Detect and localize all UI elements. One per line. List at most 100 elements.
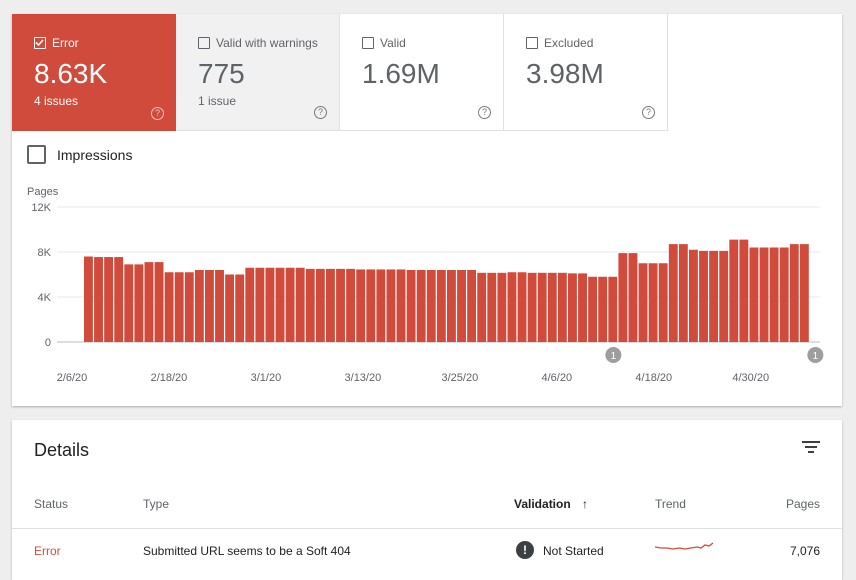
x-tick-label: 4/30/20 [732, 372, 769, 384]
chart-bar [668, 244, 678, 342]
tile-valid[interactable]: Valid 1.69M ? [340, 14, 504, 131]
details-card: Details Status Type Validation ↑ Trend P… [12, 420, 842, 580]
chart-bar [154, 262, 164, 342]
tile-valid-checkbox[interactable] [362, 37, 374, 49]
chart-bar [315, 268, 325, 342]
y-tick-label: 4K [38, 292, 52, 304]
chart-bar [215, 270, 224, 342]
status-summary-card: Error 8.63K 4 issues ? Valid with warnin… [12, 14, 842, 406]
impressions-checkbox[interactable] [27, 145, 46, 164]
chart-bar [467, 270, 477, 342]
chart-bar [255, 267, 265, 342]
tile-warnings-checkbox[interactable] [198, 37, 210, 49]
chart-bar [94, 257, 103, 342]
tile-valid-with-warnings[interactable]: Valid with warnings 775 1 issue ? [176, 14, 340, 131]
chart-bar [184, 272, 194, 342]
chart-bar [477, 272, 487, 342]
chart-bar [346, 268, 356, 342]
tile-valid-value: 1.69M [362, 58, 440, 89]
column-header-validation[interactable]: Validation ↑ [514, 497, 588, 511]
column-header-status[interactable]: Status [34, 497, 69, 511]
annotation-label: 1 [813, 351, 819, 362]
chart-bar [396, 269, 406, 342]
chart-bar [628, 253, 638, 342]
tile-warnings-label: Valid with warnings [216, 36, 318, 50]
column-header-pages[interactable]: Pages [785, 497, 820, 511]
tile-error[interactable]: Error 8.63K 4 issues ? [12, 14, 176, 131]
chart-bar [124, 264, 134, 342]
row-pages: 7,076 [789, 544, 820, 558]
chart-bar [144, 262, 154, 342]
chart-bar [537, 272, 547, 342]
chart-bar [618, 253, 628, 342]
sort-arrow-icon: ↑ [582, 497, 589, 511]
chart-bar [275, 267, 285, 342]
x-tick-label: 3/25/20 [441, 372, 478, 384]
impressions-toggle[interactable]: Impressions [27, 145, 132, 164]
alert-icon: ! [516, 541, 534, 559]
help-icon[interactable]: ? [642, 106, 655, 119]
chart-bar [527, 272, 537, 342]
y-tick-label: 8K [38, 247, 52, 259]
help-icon[interactable]: ? [478, 106, 491, 119]
column-header-trend[interactable]: Trend [655, 497, 686, 511]
x-tick-label: 3/1/20 [251, 372, 282, 384]
chart-bar [557, 272, 567, 342]
header-divider [12, 528, 842, 529]
pages-bar-chart: Pages 0 4K 8K 12K 2/6/20 2/18/20 3/1/20 3/13/20 3… [27, 186, 824, 384]
chart-bar [789, 244, 799, 342]
row-status: Error [34, 544, 61, 558]
chart-bar [608, 276, 618, 342]
annotation-label: 1 [611, 351, 617, 362]
x-tick-label: 4/18/20 [635, 372, 672, 384]
chart-bar [205, 270, 214, 342]
chart-bar [739, 239, 749, 342]
x-tick-label: 4/6/20 [542, 372, 573, 384]
chart-bar [285, 267, 295, 342]
tile-excluded[interactable]: Excluded 3.98M ? [504, 14, 668, 131]
chart-bar [114, 257, 124, 342]
chart-bar [648, 263, 658, 342]
annotation-marker [605, 347, 622, 363]
chart-bar [386, 269, 396, 342]
chart-bar [235, 274, 245, 342]
chart-bar [678, 244, 688, 342]
trend-sparkline [655, 542, 714, 550]
tile-error-checkbox[interactable] [34, 37, 46, 49]
chart-bar [759, 247, 769, 342]
chart-bar [699, 250, 708, 342]
chart-bar [366, 269, 376, 342]
chart-bar [487, 272, 497, 342]
column-header-validation-label: Validation [514, 497, 571, 511]
chart-bar [245, 267, 255, 342]
chart-bar [336, 268, 345, 342]
details-title: Details [34, 440, 90, 460]
filter-icon[interactable] [802, 440, 820, 454]
chart-bar [436, 270, 446, 342]
chart-bar [517, 272, 527, 342]
annotation-marker [807, 347, 824, 363]
chart-bar [305, 268, 315, 342]
tile-error-label: Error [52, 36, 79, 50]
tile-excluded-label: Excluded [544, 36, 594, 50]
table-row[interactable]: Error Submitted URL seems to be a Soft 4… [12, 529, 842, 573]
chart-bar [799, 244, 809, 342]
chart-bar [598, 276, 608, 342]
chart-bar [457, 270, 466, 342]
chart-bar [547, 272, 557, 342]
row-type: Submitted URL seems to be a Soft 404 [143, 544, 351, 558]
help-icon[interactable]: ? [314, 106, 327, 119]
chart-bar [406, 270, 416, 342]
chart-bar [769, 247, 779, 342]
tile-warnings-sub: 1 issue [198, 94, 237, 108]
chart-bar [174, 272, 184, 342]
y-tick-label: 12K [31, 202, 51, 214]
y-axis-label: Pages [27, 186, 59, 198]
help-icon[interactable]: ? [151, 107, 164, 120]
chart-bar [326, 268, 335, 342]
chart-bar [658, 263, 668, 342]
chart-bar [568, 273, 577, 342]
tile-excluded-checkbox[interactable] [526, 37, 538, 49]
column-header-type[interactable]: Type [143, 497, 170, 511]
x-tick-label: 2/6/20 [57, 372, 88, 384]
